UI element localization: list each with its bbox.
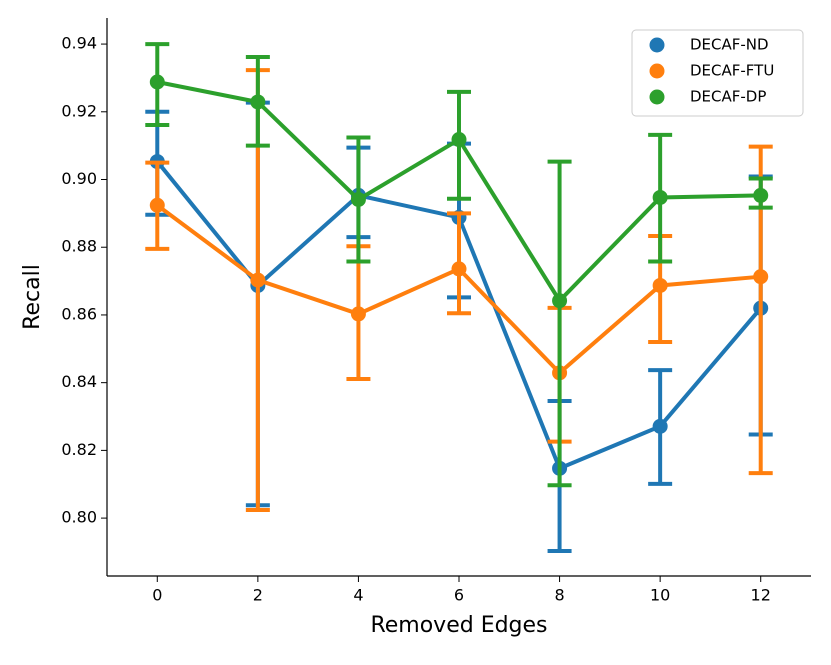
point [350, 306, 366, 322]
point [250, 272, 266, 288]
point [753, 269, 769, 285]
x-tick-label: 6 [454, 586, 464, 605]
y-tick-label: 0.84 [61, 372, 97, 391]
x-tick-label: 4 [353, 586, 363, 605]
point [753, 187, 769, 203]
error-bar [547, 159, 572, 488]
y-tick-label: 0.90 [61, 169, 97, 188]
point [552, 293, 568, 309]
x-tick-label: 12 [751, 586, 771, 605]
y-tick-label: 0.94 [61, 34, 97, 53]
y-axis-label: Recall [20, 264, 45, 330]
point [350, 191, 366, 207]
legend-box [631, 29, 804, 117]
point [250, 94, 266, 110]
y-tick-label: 0.92 [61, 101, 97, 120]
point [451, 132, 467, 148]
y-tick-label: 0.80 [61, 508, 97, 527]
x-tick-label: 0 [152, 586, 162, 605]
legend-label: DECAF-FTU [690, 62, 774, 80]
x-tick-label: 10 [650, 586, 670, 605]
legend-marker [649, 37, 665, 53]
point [652, 277, 668, 293]
legend-label: DECAF-DP [690, 88, 766, 106]
x-tick-label: 2 [253, 586, 263, 605]
x-axis-label: Removed Edges [370, 613, 547, 638]
y-tick-label: 0.86 [61, 304, 97, 323]
point [652, 418, 668, 434]
point [149, 74, 165, 90]
point [451, 261, 467, 277]
legend-label: DECAF-ND [690, 36, 769, 54]
x-tick-label: 8 [554, 586, 564, 605]
y-tick-label: 0.88 [61, 237, 97, 256]
point [652, 189, 668, 205]
y-tick-label: 0.82 [61, 440, 97, 459]
legend-marker [649, 63, 665, 79]
point [149, 197, 165, 213]
legend-marker [649, 89, 665, 105]
